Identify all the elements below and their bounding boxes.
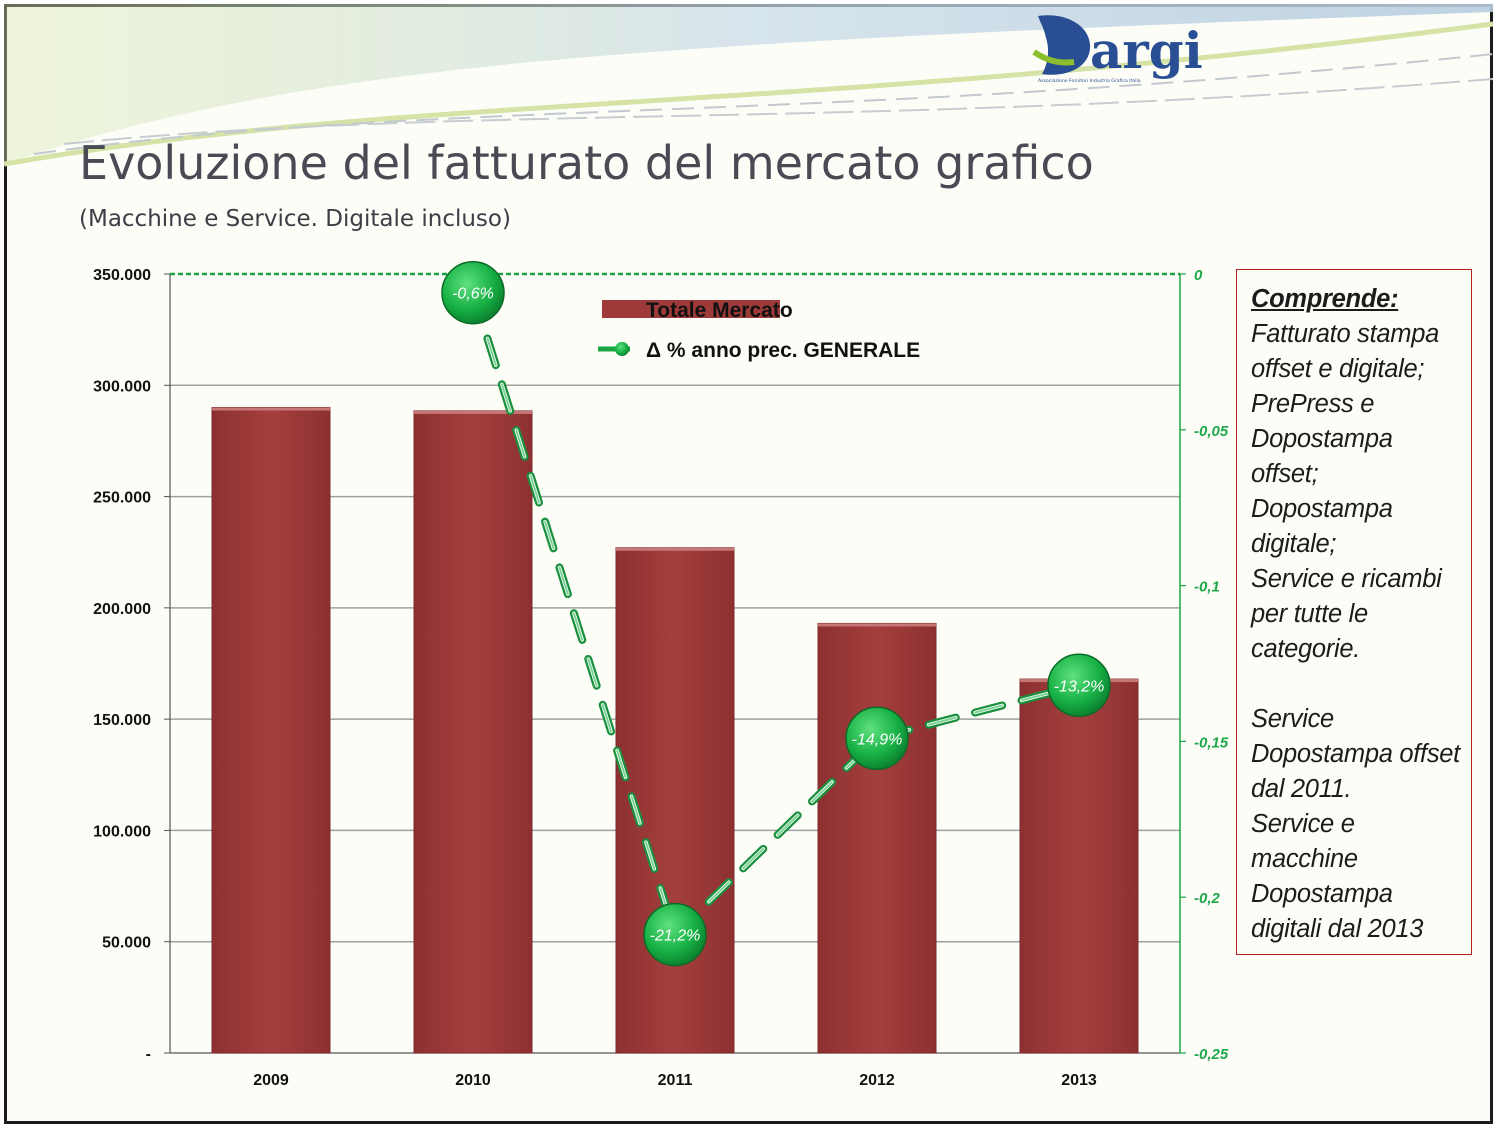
delta-marker-2010 xyxy=(441,260,505,325)
y-tick-label: 200.000 xyxy=(93,601,151,618)
y2-tick-label: -0,1 xyxy=(1194,579,1220,596)
legend-bar-swatch xyxy=(602,300,780,318)
notes-spacer xyxy=(1251,667,1457,702)
bar-2012 xyxy=(817,622,937,1054)
page-title: Evoluzione del fatturato del mercato gra… xyxy=(79,136,1094,190)
y2-tick-label: -0,15 xyxy=(1194,734,1229,751)
delta-marker-2012 xyxy=(845,706,909,771)
logo-wordmark: argi xyxy=(1090,21,1203,80)
notes-heading: Comprende: xyxy=(1251,285,1399,313)
notes-line: offset e digitale; xyxy=(1251,355,1425,383)
axes: - 50.000 100.000 150.000 200.000 250.000 300.0… xyxy=(93,267,1229,1089)
y-tick-label: 100.000 xyxy=(93,823,151,840)
x-tick-label: 2010 xyxy=(455,1072,491,1089)
y-tick-label: 150.000 xyxy=(93,712,151,729)
legend-label-totale: Totale Mercato xyxy=(646,299,793,322)
notes-line: digitale; xyxy=(1251,530,1337,558)
bar-top-highlight xyxy=(818,623,936,627)
y2-tick-label: -0,25 xyxy=(1194,1046,1229,1063)
notes-line: Service e xyxy=(1251,810,1355,838)
notes-line: categorie. xyxy=(1251,635,1360,663)
delta-label-2011: -21,2% xyxy=(650,928,701,945)
bar-2010 xyxy=(413,410,533,1054)
y-tick-label: 350.000 xyxy=(93,267,151,284)
bar-2013 xyxy=(1019,678,1139,1054)
notes-line: Dopostampa xyxy=(1251,880,1393,908)
header-swoosh-decoration xyxy=(4,4,1493,167)
legend-label-delta: Δ % anno prec. GENERALE xyxy=(646,339,920,362)
y2-tick-label: 0 xyxy=(1194,267,1203,284)
delta-marker-2011 xyxy=(643,902,707,967)
notes-lines: Fatturato stampa offset e digitale; PrePre… xyxy=(1251,317,1460,947)
bar-top-highlight xyxy=(212,407,330,411)
legend: Totale Mercato Δ % anno prec. GENERALE xyxy=(598,299,920,362)
notes-line: Dopostampa xyxy=(1251,425,1393,453)
notes-line: macchine xyxy=(1251,845,1358,873)
notes-line: Dopostampa offset xyxy=(1251,740,1460,768)
y-tick-label: 300.000 xyxy=(93,378,151,395)
delta-line-outline xyxy=(469,288,1083,942)
notes-line: dal 2011. xyxy=(1251,775,1352,803)
notes-line: Fatturato stampa xyxy=(1251,320,1439,348)
delta-line-core xyxy=(472,291,1080,937)
y-tick-label: 250.000 xyxy=(93,490,151,507)
page-subtitle: (Macchine e Service. Digitale incluso) xyxy=(79,206,511,232)
notes-line: Service e ricambi xyxy=(1251,565,1442,593)
logo-tagline: Associazione Fornitori Industria Grafica… xyxy=(1038,78,1141,84)
y-tick-label: 50.000 xyxy=(102,935,151,952)
argi-logo: argi Associazione Fornitori Industria Gr… xyxy=(1032,15,1203,84)
x-tick-label: 2012 xyxy=(859,1072,895,1089)
legend-dot-swatch xyxy=(615,342,629,356)
y2-tick-label: -0,05 xyxy=(1194,423,1229,440)
notes-line: per tutte le xyxy=(1251,600,1368,628)
slide: argi Associazione Fornitori Industria Gr… xyxy=(4,4,1493,1124)
x-tick-label: 2013 xyxy=(1061,1072,1097,1089)
delta-line: -0,6% -21,2% -14,9% -13,2% xyxy=(441,260,1111,967)
notes-line: PrePress e xyxy=(1251,390,1375,418)
delta-marker-2013 xyxy=(1047,653,1111,718)
bar-top-highlight xyxy=(616,547,734,551)
delta-label-2010: -0,6% xyxy=(452,286,494,303)
y-tick-label: - xyxy=(146,1046,151,1063)
y2-tick-label: -0,2 xyxy=(1194,890,1221,907)
delta-label-2013: -13,2% xyxy=(1054,678,1105,695)
bar-2009 xyxy=(211,407,331,1054)
market-chart: - 50.000 100.000 150.000 200.000 250.000 300.0… xyxy=(93,260,1229,1089)
bar-top-highlight xyxy=(414,410,532,414)
notes-line: Dopostampa xyxy=(1251,495,1393,523)
notes-box: Comprende: Fatturato stampa offset e digi… xyxy=(1236,269,1472,955)
x-tick-label: 2009 xyxy=(253,1072,289,1089)
delta-label-2012: -14,9% xyxy=(852,731,903,748)
x-tick-label: 2011 xyxy=(658,1072,693,1089)
notes-line: Service xyxy=(1251,705,1334,733)
notes-line: digitali dal 2013 xyxy=(1251,915,1424,943)
notes-line: offset; xyxy=(1251,460,1319,488)
bars xyxy=(211,407,1139,1054)
